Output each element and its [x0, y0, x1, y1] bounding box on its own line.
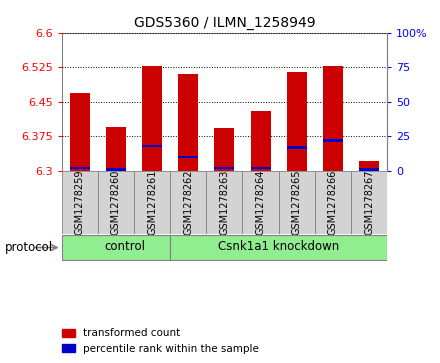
Bar [287, 72, 307, 171]
Bar [279, 171, 315, 234]
Bar [170, 235, 387, 260]
Text: GSM1278260: GSM1278260 [111, 170, 121, 235]
Text: GSM1278262: GSM1278262 [183, 170, 193, 235]
Text: GSM1278263: GSM1278263 [220, 170, 229, 235]
Bar [134, 171, 170, 234]
Bar [359, 168, 379, 171]
Bar [62, 171, 98, 234]
Bar [98, 171, 134, 234]
Text: GSM1278264: GSM1278264 [256, 170, 266, 235]
Bar [287, 146, 307, 148]
Bar [178, 74, 198, 171]
Text: GSM1278266: GSM1278266 [328, 170, 338, 235]
Text: GSM1278261: GSM1278261 [147, 170, 157, 235]
Bar [62, 235, 170, 260]
Bar [351, 171, 387, 234]
Text: Csnk1a1 knockdown: Csnk1a1 knockdown [218, 240, 339, 253]
Bar [323, 66, 343, 171]
Bar [142, 145, 162, 147]
Bar [251, 167, 271, 170]
Text: control: control [104, 240, 145, 253]
Bar [142, 66, 162, 171]
Bar [242, 171, 279, 234]
Text: GSM1278259: GSM1278259 [75, 170, 84, 235]
Bar [315, 171, 351, 234]
Text: protocol: protocol [4, 241, 52, 254]
Bar [70, 93, 90, 171]
Legend: transformed count, percentile rank within the sample: transformed count, percentile rank withi… [58, 324, 263, 358]
Title: GDS5360 / ILMN_1258949: GDS5360 / ILMN_1258949 [134, 16, 315, 30]
Bar [106, 168, 126, 171]
Bar [70, 167, 90, 170]
Bar [170, 171, 206, 234]
Text: GSM1278267: GSM1278267 [364, 170, 374, 235]
Bar [178, 156, 198, 158]
Bar [106, 127, 126, 171]
Bar [214, 167, 235, 170]
Bar [206, 171, 242, 234]
Text: GSM1278265: GSM1278265 [292, 170, 302, 235]
Bar [251, 111, 271, 171]
Bar [214, 128, 235, 171]
Bar [323, 139, 343, 142]
Bar [359, 161, 379, 171]
